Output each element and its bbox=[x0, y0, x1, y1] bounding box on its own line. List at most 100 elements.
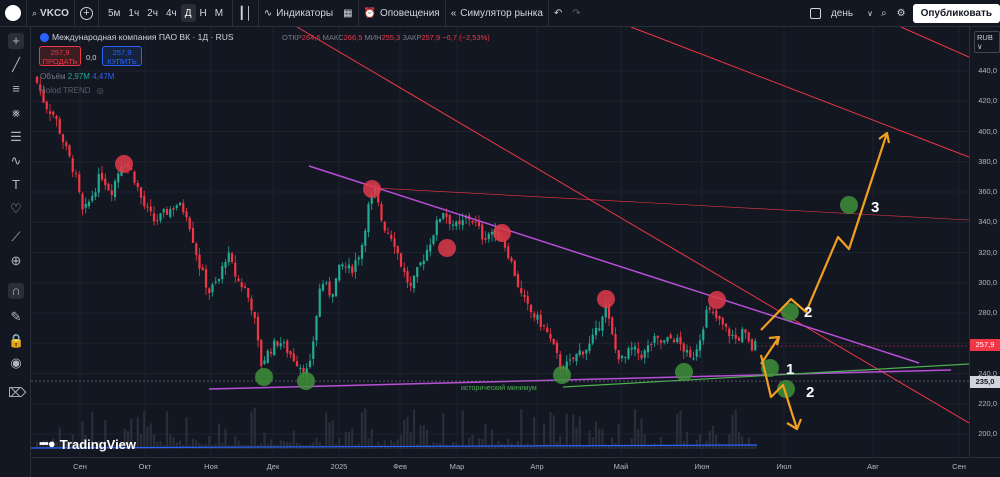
interval-5[interactable]: Н bbox=[199, 7, 207, 19]
candle-body bbox=[578, 350, 581, 356]
volume-bar bbox=[471, 434, 474, 449]
trend-line-icon[interactable]: ╱ bbox=[12, 57, 20, 72]
eye-icon[interactable]: ◉ bbox=[10, 355, 22, 370]
forecast-wave-down[interactable] bbox=[759, 354, 799, 430]
interval-3[interactable]: 4ч bbox=[165, 7, 177, 19]
price-tick: 340,0 bbox=[978, 217, 997, 227]
heart-icon[interactable]: ♡ bbox=[10, 201, 22, 216]
forecast-arrowhead-up[interactable] bbox=[878, 131, 891, 144]
interval-1[interactable]: 1ч bbox=[128, 7, 140, 19]
sell-button[interactable]: 257,9 ПРОДАТЬ bbox=[39, 46, 81, 66]
pivot-low-marker[interactable] bbox=[840, 196, 858, 214]
downtrend-line[interactable] bbox=[308, 165, 920, 364]
candle-body bbox=[484, 238, 487, 240]
volume-bar bbox=[624, 444, 627, 449]
candle-body bbox=[565, 361, 568, 371]
alerts-button[interactable]: ⏰ Оповещения bbox=[357, 0, 445, 27]
volume-bar bbox=[507, 438, 510, 449]
pivot-high-marker[interactable] bbox=[115, 155, 133, 173]
layout-name-button[interactable]: день ∨ bbox=[826, 0, 876, 27]
volume-bar bbox=[396, 439, 399, 449]
candle-body bbox=[260, 339, 263, 367]
volume-bar bbox=[494, 444, 497, 449]
compare-symbol-button[interactable]: + bbox=[73, 0, 98, 27]
volume-bar bbox=[601, 428, 604, 449]
resistance-line-thin[interactable] bbox=[374, 187, 969, 221]
pivot-high-marker[interactable] bbox=[597, 290, 615, 308]
currency-selector[interactable]: RUB ∨ bbox=[974, 31, 1000, 53]
candle-body bbox=[568, 359, 572, 361]
volume-bar bbox=[724, 444, 728, 449]
pivot-low-marker[interactable] bbox=[781, 303, 799, 321]
support-trend-line[interactable] bbox=[208, 369, 952, 390]
forecast-wave-up[interactable] bbox=[760, 132, 889, 331]
magnet-icon[interactable]: ∩ bbox=[8, 283, 24, 299]
lock-drawing-icon[interactable]: ✎ bbox=[10, 309, 22, 324]
time-axis[interactable]: Сен Окт Ноя Дек 2025 Фев Мар Апр Май Июн Июл Авг Сен bbox=[31, 457, 1000, 477]
pivot-low-marker[interactable] bbox=[255, 368, 273, 386]
symbol-search-button[interactable]: ⌕ VKCO bbox=[26, 0, 74, 27]
resistance-line-upper[interactable] bbox=[630, 27, 969, 158]
trash-icon[interactable]: ⌦ bbox=[8, 385, 27, 400]
candle-body bbox=[175, 205, 178, 209]
pivot-low-marker[interactable] bbox=[675, 363, 693, 381]
zoom-in-icon[interactable]: ⊕ bbox=[10, 253, 22, 268]
candle-body bbox=[247, 288, 250, 298]
candle-body bbox=[81, 193, 84, 210]
brush-icon[interactable]: ∿ bbox=[10, 153, 22, 168]
fib-icon[interactable]: ≡ bbox=[12, 81, 20, 96]
volume-bar bbox=[393, 442, 396, 449]
eye-off-icon[interactable]: ◎ bbox=[96, 86, 104, 95]
publish-button[interactable]: Опубликовать bbox=[912, 4, 1000, 23]
resistance-line-steep[interactable] bbox=[296, 27, 969, 424]
pivot-high-marker[interactable] bbox=[708, 291, 726, 309]
price-axis[interactable]: 440,0 420,0 400,0 380,0 360,0 340,0 320,0 300,0… bbox=[969, 27, 1000, 457]
pivot-high-marker[interactable] bbox=[493, 224, 511, 242]
forecast-icon[interactable]: ☰ bbox=[10, 129, 22, 144]
text-icon[interactable]: T bbox=[12, 177, 20, 192]
fullscreen-toggle[interactable] bbox=[805, 0, 826, 27]
settings-button[interactable]: ⚙ bbox=[892, 0, 911, 27]
tradingview-logo: ━● TradingView bbox=[40, 436, 136, 452]
ruler-icon[interactable]: ⟋ bbox=[11, 229, 21, 244]
quick-search-button[interactable]: ⌕ bbox=[876, 0, 892, 27]
pivot-high-marker[interactable] bbox=[363, 180, 381, 198]
volume-bar bbox=[84, 435, 87, 449]
logo-icon[interactable] bbox=[0, 0, 26, 27]
indicator-legend[interactable]: Holod TREND ◎ bbox=[40, 86, 104, 95]
interval-6[interactable]: М bbox=[214, 7, 224, 19]
pivot-low-marker[interactable] bbox=[553, 366, 571, 384]
interval-0[interactable]: 5м bbox=[107, 7, 121, 19]
alarm-clock-icon: ⏰ bbox=[363, 7, 376, 19]
candle-body bbox=[201, 267, 204, 271]
forecast-small-up[interactable] bbox=[760, 335, 781, 365]
pivot-low-marker[interactable] bbox=[297, 372, 315, 390]
chart-type-button[interactable]: ┃│ bbox=[232, 0, 258, 27]
redo-button[interactable]: ↷ bbox=[567, 0, 585, 27]
indicators-button[interactable]: ∿ Индикаторы bbox=[257, 0, 338, 27]
templates-button[interactable]: ▦ bbox=[338, 0, 357, 27]
candle-body bbox=[516, 274, 520, 288]
candle-body bbox=[448, 214, 451, 225]
candle-body bbox=[139, 187, 143, 198]
pivot-high-marker[interactable] bbox=[438, 239, 456, 257]
buy-button[interactable]: 257,9 КУПИТЬ bbox=[102, 46, 142, 66]
volume-bar bbox=[689, 444, 692, 449]
pattern-icon[interactable]: ⨳ bbox=[11, 105, 21, 120]
price-tick: 240,0 bbox=[978, 368, 997, 378]
pivot-low-marker[interactable] bbox=[777, 380, 795, 398]
volume-bar bbox=[195, 440, 198, 449]
undo-button[interactable]: ↶ bbox=[547, 0, 567, 27]
interval-2[interactable]: 2ч bbox=[147, 7, 158, 19]
candle-body bbox=[682, 343, 685, 352]
volume-bar bbox=[627, 445, 630, 449]
crosshair-icon[interactable]: + bbox=[8, 33, 24, 49]
forecast-arrowhead-down[interactable] bbox=[786, 418, 803, 431]
volume-bar bbox=[653, 443, 656, 449]
resistance-line-top[interactable] bbox=[900, 27, 969, 58]
interval-4[interactable]: Д bbox=[180, 4, 196, 22]
candle-body bbox=[481, 224, 484, 240]
replay-button[interactable]: «Симулятор рынка bbox=[444, 0, 548, 27]
lock-icon[interactable]: 🔒 bbox=[8, 333, 25, 348]
